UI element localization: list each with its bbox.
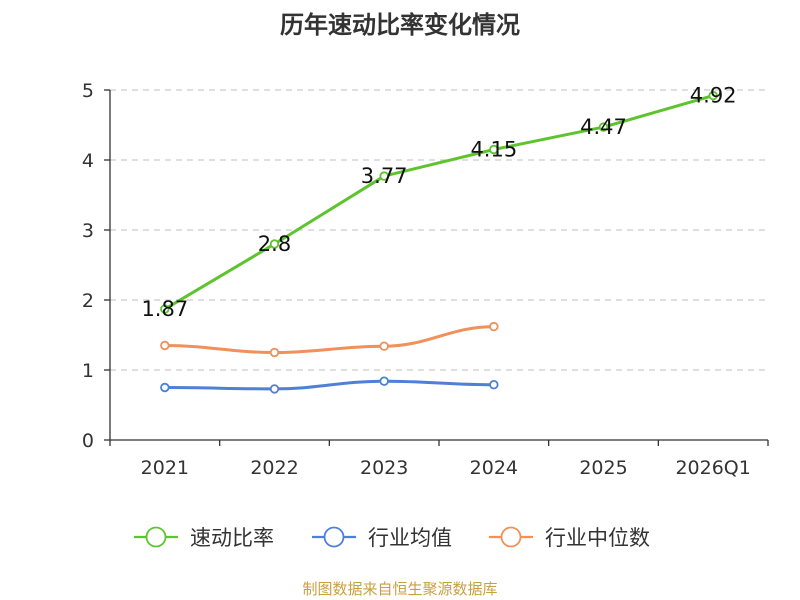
series-line bbox=[164, 325, 494, 355]
data-label: 2.8 bbox=[258, 232, 291, 256]
data-point bbox=[489, 321, 499, 332]
legend-label: 行业中位数 bbox=[545, 526, 650, 550]
series-group bbox=[160, 90, 718, 394]
x-tick-label: 2024 bbox=[470, 457, 518, 479]
data-label: 4.15 bbox=[470, 138, 517, 162]
data-point bbox=[379, 376, 389, 386]
x-tick-label: 2025 bbox=[579, 457, 627, 479]
series-line bbox=[164, 94, 714, 311]
data-point bbox=[379, 171, 389, 181]
data-point bbox=[708, 90, 718, 101]
y-tick-label: 3 bbox=[82, 220, 94, 242]
axes: 0 1 2 3 4 5 2021 2022 2023 2024 2025 2026Q1 bbox=[82, 80, 769, 479]
data-label: 4.92 bbox=[690, 84, 737, 108]
data-point bbox=[269, 384, 280, 394]
grid-lines bbox=[110, 89, 768, 371]
data-label: 3.77 bbox=[361, 164, 408, 188]
data-point bbox=[269, 347, 280, 358]
data-point bbox=[489, 144, 499, 155]
data-point bbox=[489, 380, 499, 390]
chart-title: 历年速动比率变化情况 bbox=[280, 11, 520, 39]
legend-marker bbox=[500, 526, 522, 548]
data-label: 1.87 bbox=[141, 297, 188, 321]
data-point bbox=[160, 304, 170, 314]
legend-label: 行业均值 bbox=[368, 526, 452, 550]
y-tick-label: 2 bbox=[82, 290, 94, 312]
data-labels: 1.87 2.8 3.77 4.15 4.47 4.92 bbox=[141, 84, 736, 322]
legend-marker bbox=[323, 526, 345, 548]
x-tick-label: 2022 bbox=[250, 457, 298, 479]
x-tick-label: 2021 bbox=[141, 457, 189, 479]
data-label: 4.47 bbox=[580, 115, 627, 139]
data-point bbox=[160, 382, 170, 393]
x-tick-label: 2026Q1 bbox=[675, 457, 750, 479]
data-point bbox=[379, 341, 389, 351]
legend-label: 速动比率 bbox=[190, 526, 274, 550]
data-point bbox=[160, 340, 170, 351]
series-line bbox=[164, 379, 494, 391]
x-tick-label: 2023 bbox=[360, 457, 408, 479]
y-tick-label: 4 bbox=[82, 150, 94, 172]
legend: 速动比率 行业均值 行业中位数 bbox=[134, 526, 650, 550]
y-tick-label: 1 bbox=[82, 360, 94, 382]
source-note: 制图数据来自恒生聚源数据库 bbox=[302, 580, 497, 598]
data-point bbox=[598, 122, 609, 132]
y-tick-label: 5 bbox=[82, 80, 94, 102]
legend-marker bbox=[145, 526, 167, 548]
data-point bbox=[269, 239, 280, 249]
y-tick-label: 0 bbox=[82, 430, 94, 452]
